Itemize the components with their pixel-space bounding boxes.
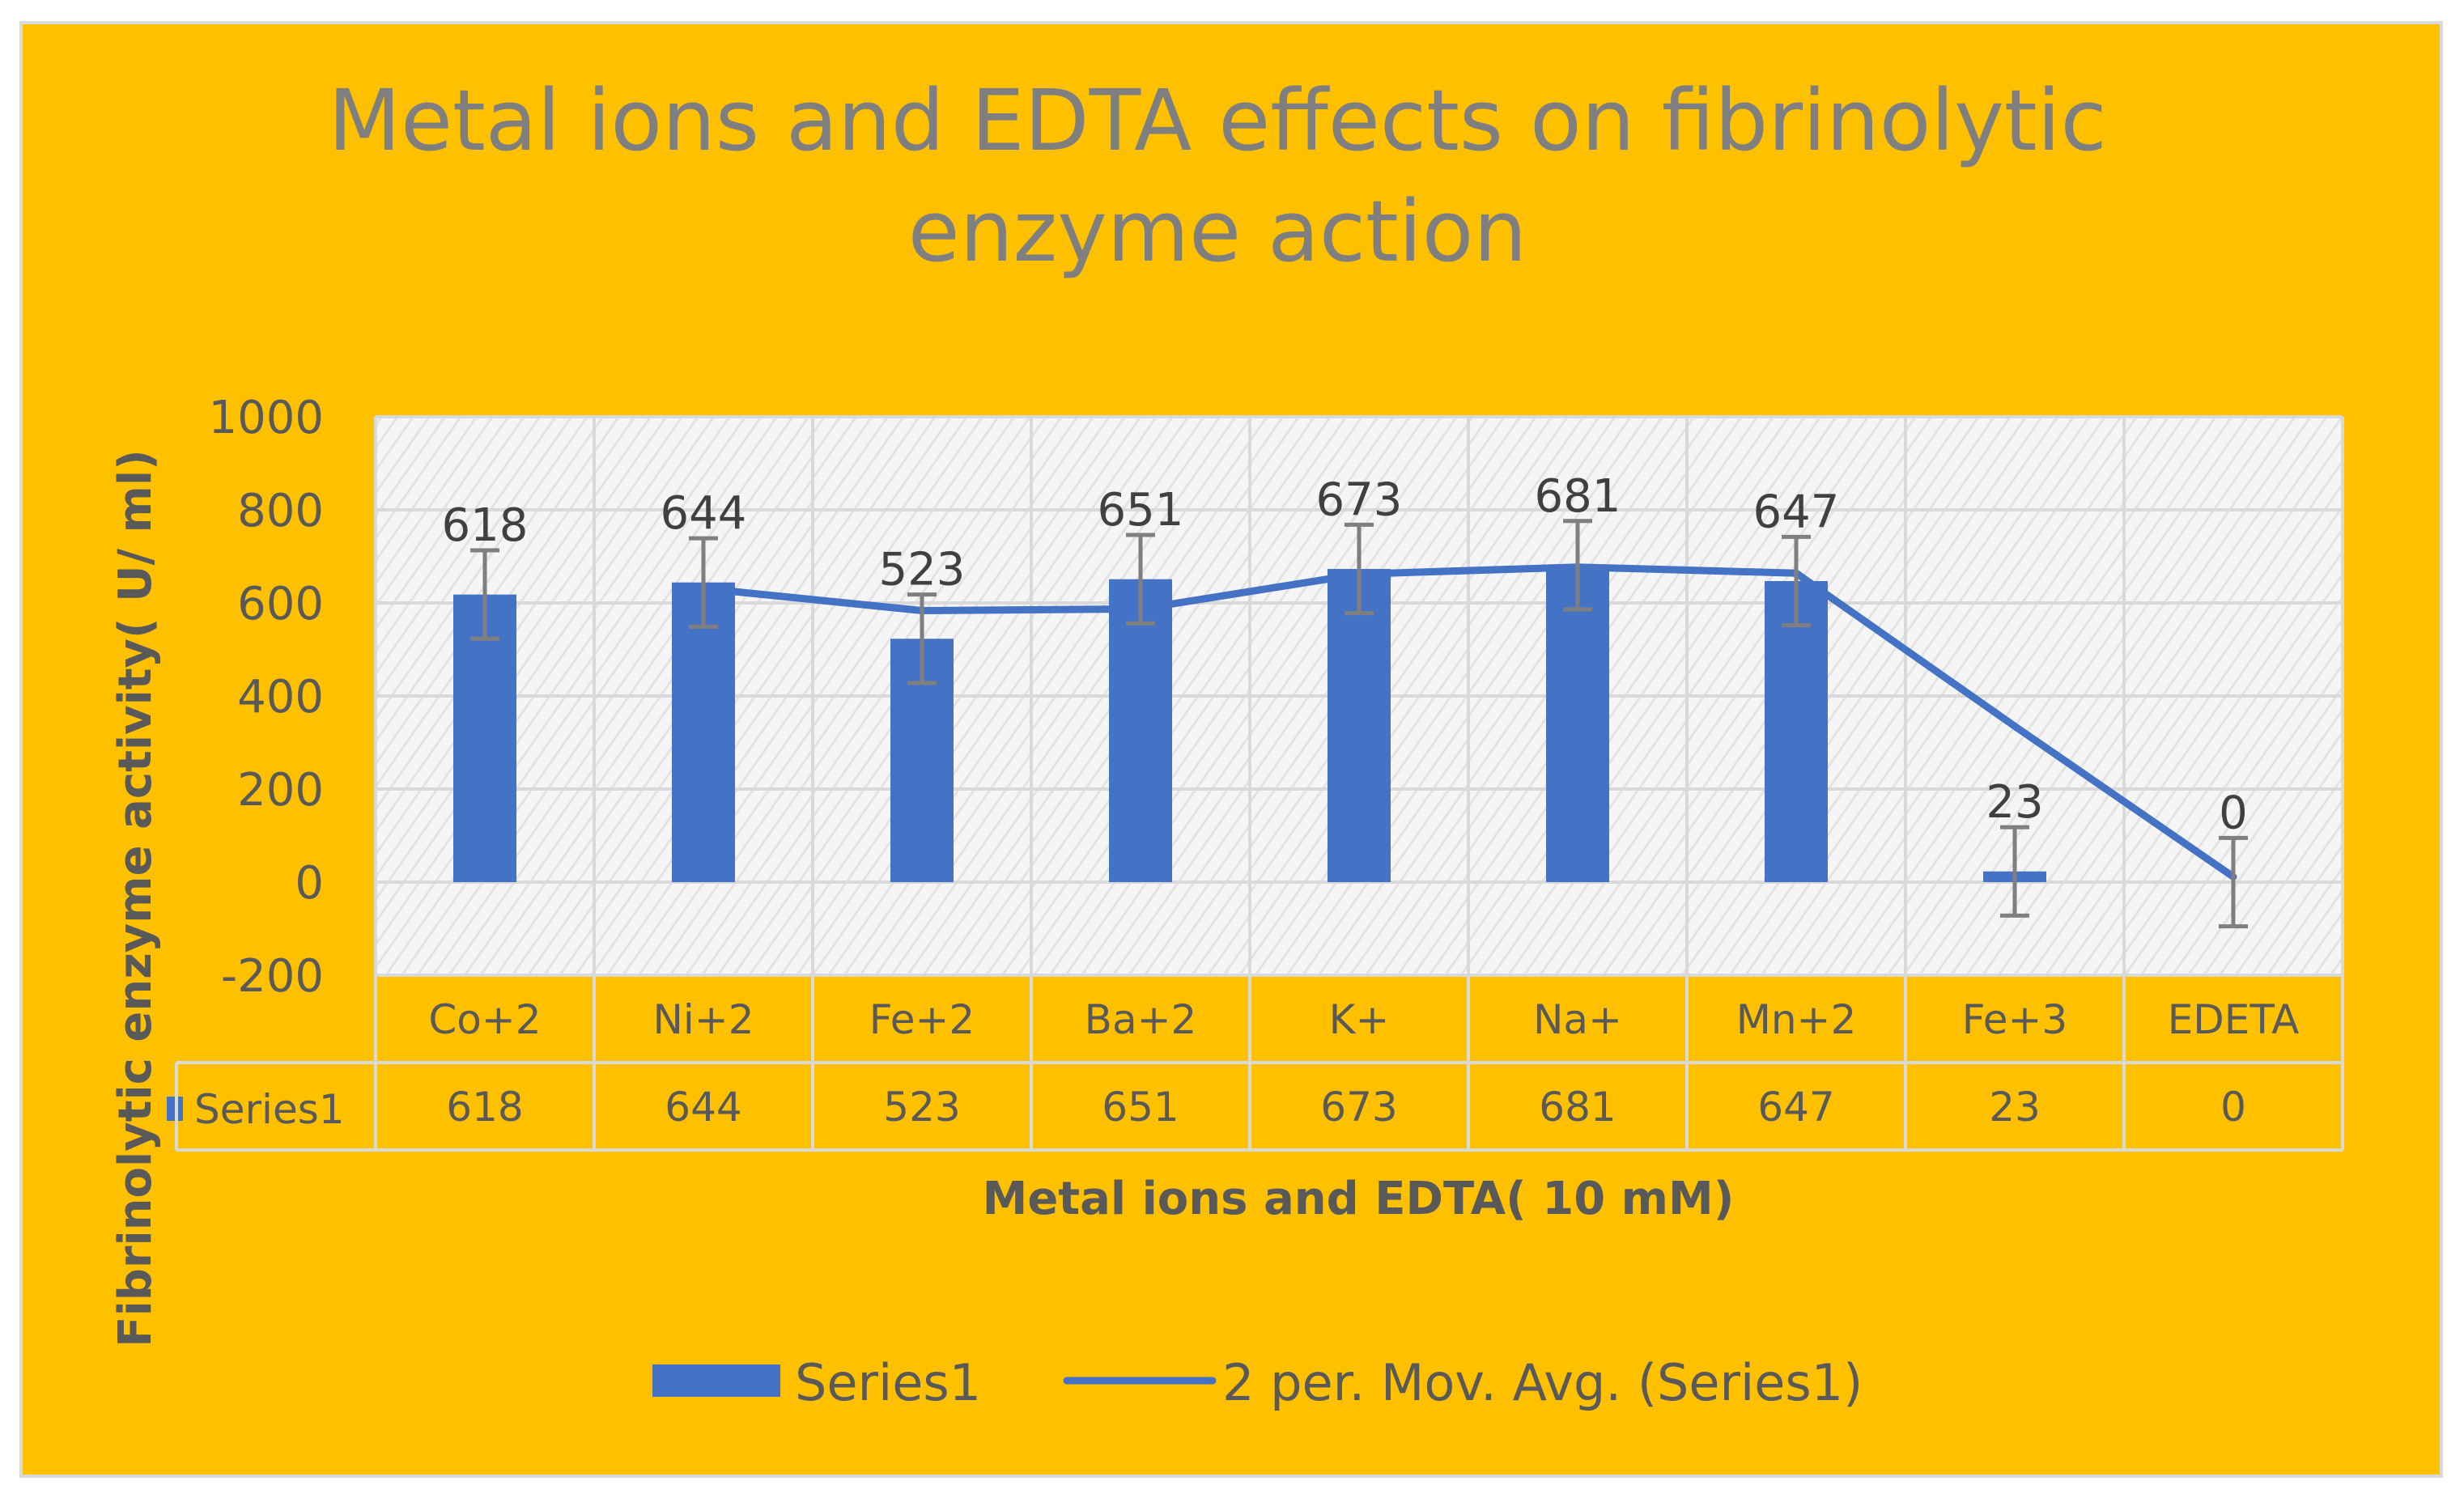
data-label-Mn+2: 647 <box>1753 486 1840 538</box>
bars <box>453 565 2046 882</box>
error-bar-Co+2 <box>470 548 499 641</box>
error-bar-EDETA <box>2219 835 2248 929</box>
legend: Series1 2 per. Mov. Avg. (Series1) <box>652 1353 1863 1412</box>
y-tick-label: 200 <box>237 764 324 817</box>
data-label-Ni+2: 644 <box>661 487 747 540</box>
table-value-Mn+2: 647 <box>1757 1084 1834 1131</box>
y-tick-label: 400 <box>237 671 324 724</box>
data-label-EDETA: 0 <box>2219 787 2248 839</box>
x-tick-label-K+: K+ <box>1329 996 1390 1043</box>
table-series-label: Series1 <box>194 1086 345 1133</box>
data-label-Na+: 681 <box>1535 470 1621 523</box>
bar-Mn+2 <box>1765 580 1828 882</box>
data-label-Ba+2: 651 <box>1098 484 1184 537</box>
data-label-Fe+3: 23 <box>1986 776 2043 829</box>
data-label-K+: 673 <box>1316 473 1403 526</box>
y-tick-label: 0 <box>295 857 324 910</box>
x-tick-label-Co+2: Co+2 <box>428 996 541 1043</box>
chart-title-line-2: enzyme action <box>908 182 1527 281</box>
table-value-Ni+2: 644 <box>665 1084 741 1131</box>
error-bar-Mn+2 <box>1782 534 1811 628</box>
x-tick-label-Ni+2: Ni+2 <box>653 996 754 1043</box>
data-table: Series1 Co+2 618 Ni+2 644 Fe+2 523 Ba+2 651 K+ 67… <box>167 974 2344 1152</box>
x-tick-label-Fe+2: Fe+2 <box>869 996 975 1043</box>
error-bar-Ni+2 <box>689 536 718 629</box>
error-bar-Fe+2 <box>907 592 937 685</box>
bar-Ba+2 <box>1109 579 1172 882</box>
table-value-Fe+3: 23 <box>1989 1084 2041 1131</box>
x-tick-label-Na+: Na+ <box>1533 996 1622 1043</box>
chart-frame: Metal ions and EDTA effects on fibrinoly… <box>19 21 2443 1478</box>
error-bar-Ba+2 <box>1126 533 1155 626</box>
table-value-Fe+2: 523 <box>883 1084 960 1131</box>
table-value-Ba+2: 651 <box>1102 1084 1179 1131</box>
table-value-K+: 673 <box>1320 1084 1397 1131</box>
y-tick-label: 800 <box>237 485 324 537</box>
data-label-Fe+2: 523 <box>879 544 966 596</box>
y-axis-title: Fibrinolytic enzyme activity( U/ ml) <box>109 449 162 1347</box>
legend-series1-swatch <box>652 1364 780 1397</box>
chart-svg: Metal ions and EDTA effects on fibrinoly… <box>109 71 2344 1412</box>
data-labels: 618 644 523 651 673 681 647 23 0 <box>442 470 2248 840</box>
table-value-EDETA: 0 <box>2220 1084 2246 1131</box>
x-tick-label-Ba+2: Ba+2 <box>1085 996 1197 1043</box>
legend-series1-label: Series1 <box>795 1353 981 1412</box>
bar-Co+2 <box>453 594 516 882</box>
table-value-Na+: 681 <box>1539 1084 1616 1131</box>
error-bar-Na+ <box>1563 519 1592 612</box>
y-tick-label: -200 <box>221 950 324 1003</box>
bar-Ni+2 <box>672 582 735 882</box>
error-bars <box>470 519 2248 929</box>
chart-title-line-1: Metal ions and EDTA effects on fibrinoly… <box>328 71 2106 170</box>
bar-K+ <box>1328 569 1391 882</box>
y-tick-label: 1000 <box>208 392 324 444</box>
bar-Na+ <box>1546 565 1609 882</box>
data-label-Co+2: 618 <box>442 499 529 552</box>
moving-average-line <box>699 563 2237 881</box>
x-tick-label-Mn+2: Mn+2 <box>1736 996 1857 1043</box>
x-tick-label-EDETA: EDETA <box>2168 996 2300 1043</box>
error-bar-K+ <box>1345 522 1374 616</box>
x-tick-label-Fe+3: Fe+3 <box>1962 996 2068 1043</box>
table-value-Co+2: 618 <box>446 1084 523 1131</box>
trendline <box>699 563 2237 881</box>
table-series-key: Series1 <box>167 1086 345 1133</box>
y-axis-ticks: -200 0 200 400 600 800 1000 <box>208 392 324 1003</box>
legend-trendline-label: 2 per. Mov. Avg. (Series1) <box>1222 1353 1863 1412</box>
y-tick-label: 600 <box>237 578 324 630</box>
error-bar-Fe+3 <box>2000 825 2029 918</box>
x-axis-title: Metal ions and EDTA( 10 mM) <box>983 1173 1735 1225</box>
